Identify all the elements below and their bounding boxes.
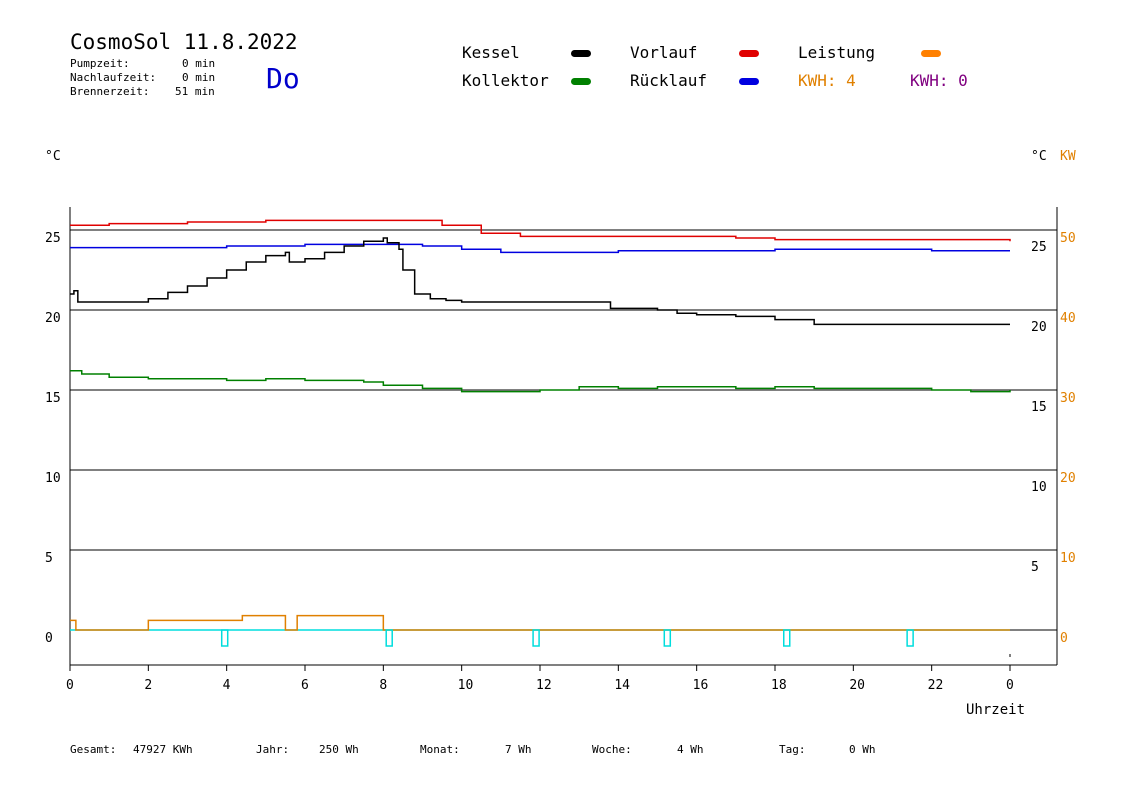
y-tick-label-right-kw: 30 — [1060, 391, 1076, 406]
x-tick-label: 6 — [301, 678, 309, 693]
series-line-kessel — [70, 237, 1010, 326]
x-tick-label: 8 — [379, 678, 387, 693]
y-tick-label-right-celsius: 25 — [1031, 240, 1047, 255]
left-axis-unit: °C — [45, 149, 61, 164]
month-value: 7 Wh — [505, 743, 532, 756]
legend-swatch-kollektor — [571, 78, 591, 85]
legend-swatch-leistung — [921, 50, 941, 57]
y-tick-label-left: 15 — [45, 391, 61, 406]
legend-label-kollektor: Kollektor — [462, 71, 549, 90]
follow-up-time-value: 0 min — [182, 71, 216, 84]
x-tick-label: 0 — [66, 678, 74, 693]
series-line-leistung — [70, 614, 1010, 631]
series-line-rcklauf — [70, 243, 1010, 254]
x-tick-label: 18 — [771, 678, 787, 693]
total-label: Gesamt: — [70, 743, 117, 756]
kwh-leistung-readout: KWH: 4 — [798, 71, 856, 90]
series-line-kollektor — [70, 370, 1011, 393]
pump-marker — [532, 629, 540, 647]
x-tick-label: 14 — [614, 678, 630, 693]
y-tick-label-right-kw: 40 — [1060, 311, 1076, 326]
right-axis-unit-celsius: °C — [1031, 149, 1047, 164]
pump-marker — [663, 629, 672, 647]
total-value: 47927 KWh — [133, 743, 193, 756]
pump-marker — [220, 629, 229, 647]
y-tick-label-right-kw: 10 — [1060, 551, 1076, 566]
y-tick-label-left: 20 — [45, 311, 61, 326]
y-tick-label-left: 0 — [45, 631, 53, 646]
pump-marker — [385, 629, 393, 647]
legend-label-leistung: Leistung — [798, 43, 876, 62]
x-tick-label: 0 — [1006, 678, 1014, 693]
series-line-vorlauf — [70, 219, 1011, 242]
y-tick-label-right-celsius: 20 — [1031, 320, 1047, 335]
burner-time-value: 51 min — [175, 85, 215, 98]
x-tick-label: 10 — [458, 678, 474, 693]
y-tick-label-right-kw: 20 — [1060, 471, 1076, 486]
x-tick-label: 22 — [928, 678, 944, 693]
page-title: CosmoSol 11.8.2022 — [70, 30, 298, 54]
y-tick-label-left: 10 — [45, 471, 61, 486]
day-label: Tag: — [779, 743, 806, 756]
y-tick-label-right-celsius: 5 — [1031, 560, 1039, 575]
day-value: 0 Wh — [849, 743, 876, 756]
kwh-secondary-readout: KWH: 0 — [910, 71, 968, 90]
x-tick-label: 20 — [849, 678, 865, 693]
pump-time-value: 0 min — [182, 57, 216, 70]
week-label: Woche: — [592, 743, 632, 756]
legend-label-ruecklauf: Rücklauf — [630, 71, 708, 90]
weekday-label: Do — [266, 62, 300, 95]
pump-time-label: Pumpzeit: — [70, 57, 130, 70]
x-tick-label: 12 — [536, 678, 552, 693]
legend-label-kessel: Kessel — [462, 43, 520, 62]
year-label: Jahr: — [256, 743, 290, 756]
x-tick-label: 4 — [223, 678, 231, 693]
y-tick-label-right-kw: 0 — [1060, 631, 1068, 646]
month-label: Monat: — [420, 743, 460, 756]
follow-up-time-label: Nachlaufzeit: — [70, 71, 157, 84]
y-tick-label-right-kw: 50 — [1060, 231, 1076, 246]
year-value: 250 Wh — [319, 743, 359, 756]
x-tick-label: 2 — [144, 678, 152, 693]
right-axis-unit-kw: KW — [1060, 149, 1076, 164]
week-value: 4 Wh — [677, 743, 704, 756]
legend-swatch-vorlauf — [739, 50, 759, 57]
pump-marker — [783, 629, 791, 647]
pump-marker — [906, 629, 914, 647]
legend-swatch-kessel — [571, 50, 591, 57]
y-tick-label-right-celsius: 15 — [1031, 400, 1047, 415]
legend-swatch-ruecklauf — [739, 78, 759, 85]
y-tick-label-left: 5 — [45, 551, 53, 566]
legend-label-vorlauf: Vorlauf — [630, 43, 698, 62]
burner-time-label: Brennerzeit: — [70, 85, 150, 98]
x-axis-label: Uhrzeit — [966, 702, 1026, 718]
y-tick-label-left: 25 — [45, 231, 61, 246]
y-tick-label-right-celsius: 10 — [1031, 480, 1047, 495]
x-tick-label: 16 — [693, 678, 709, 693]
